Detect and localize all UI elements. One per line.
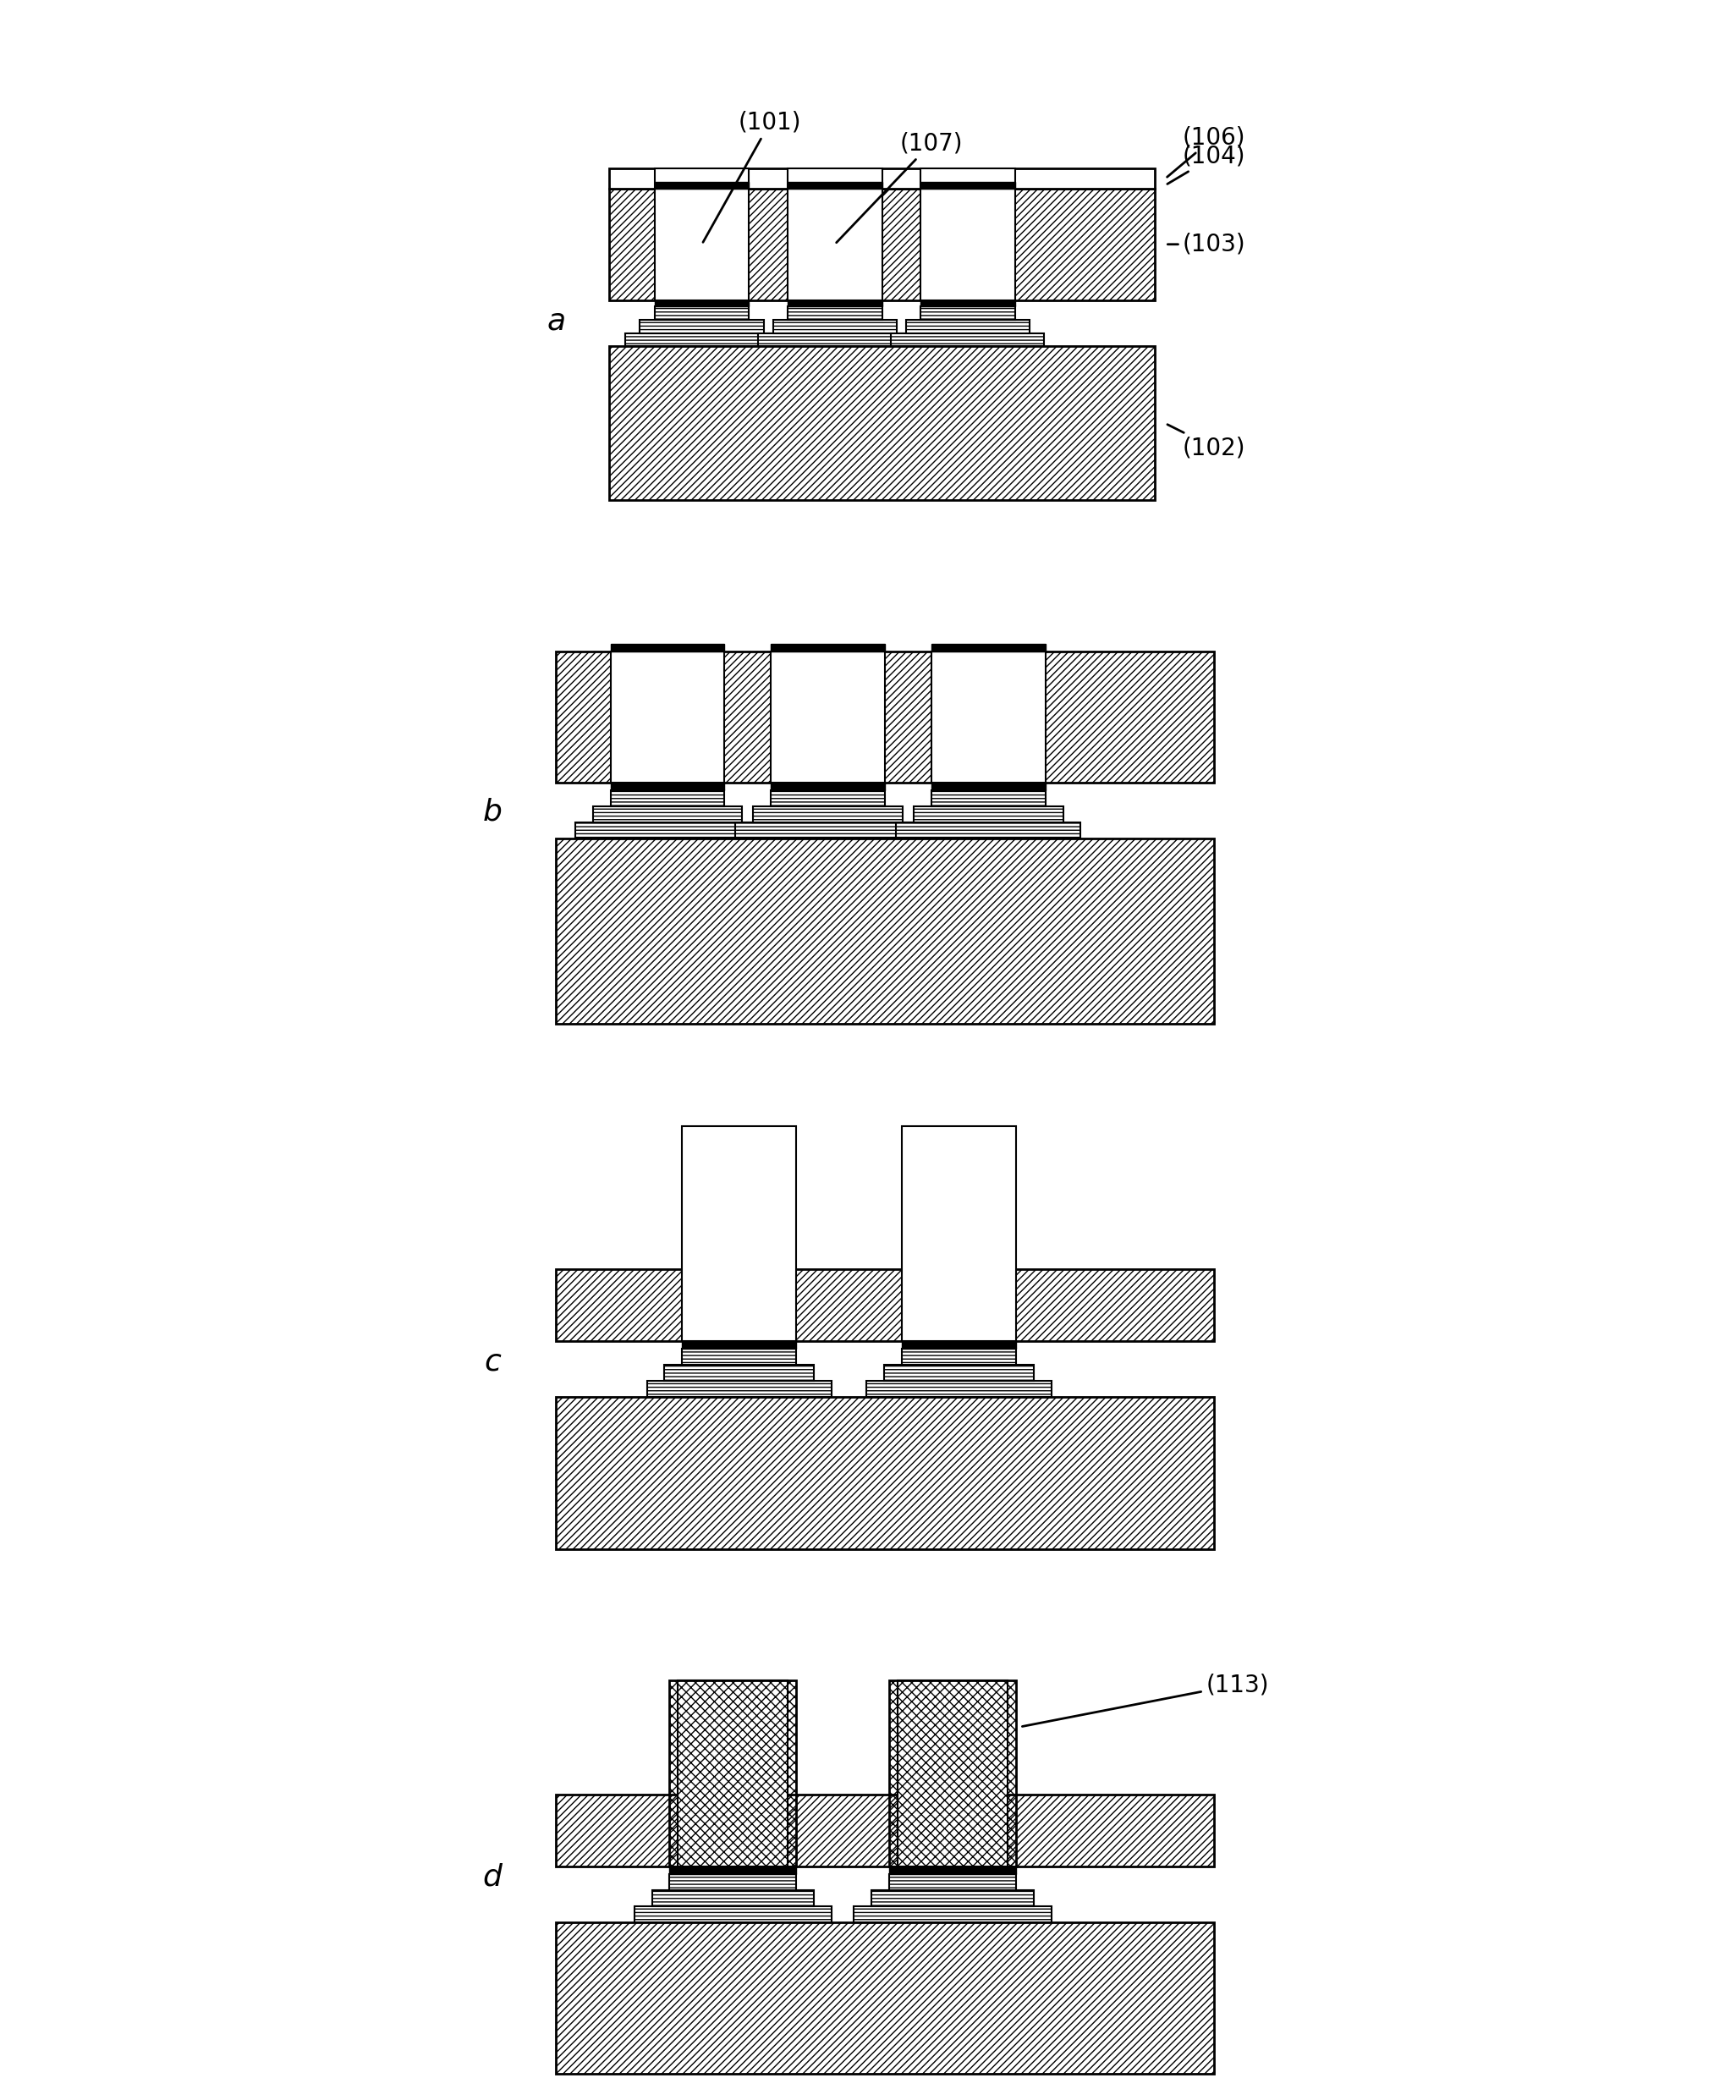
Bar bbox=[609, 189, 1154, 300]
Bar bbox=[871, 1890, 1033, 1907]
Bar bbox=[556, 1397, 1213, 1550]
Bar bbox=[906, 319, 1029, 334]
Bar bbox=[771, 645, 885, 651]
Bar bbox=[866, 1382, 1052, 1397]
Bar bbox=[889, 1867, 1016, 1873]
Bar bbox=[759, 334, 911, 347]
Bar bbox=[930, 783, 1045, 790]
Bar bbox=[609, 168, 1154, 189]
Bar bbox=[670, 1873, 797, 1890]
Bar bbox=[679, 1680, 788, 1867]
Bar bbox=[753, 806, 903, 821]
Bar bbox=[648, 1382, 832, 1397]
Bar bbox=[625, 334, 778, 347]
Text: d: d bbox=[483, 1863, 502, 1892]
Bar bbox=[592, 806, 743, 821]
Bar bbox=[556, 1268, 1213, 1342]
Bar bbox=[771, 783, 885, 790]
Bar bbox=[901, 1126, 1016, 1342]
Bar bbox=[901, 1348, 1016, 1365]
Bar bbox=[901, 1342, 1016, 1348]
Bar bbox=[682, 1342, 797, 1348]
Bar bbox=[641, 319, 764, 334]
Bar bbox=[556, 838, 1213, 1025]
Bar bbox=[771, 651, 885, 783]
Bar bbox=[920, 307, 1016, 319]
Bar bbox=[670, 1680, 797, 1867]
Bar bbox=[611, 651, 724, 783]
Text: (103): (103) bbox=[1168, 233, 1246, 256]
Text: (104): (104) bbox=[1167, 145, 1246, 185]
Bar bbox=[773, 319, 898, 334]
Bar bbox=[654, 300, 748, 307]
Bar bbox=[556, 1922, 1213, 2075]
Bar bbox=[609, 347, 1154, 500]
Bar bbox=[930, 790, 1045, 806]
Bar bbox=[611, 783, 724, 790]
Bar bbox=[788, 300, 882, 307]
Bar bbox=[854, 1907, 1052, 1922]
Bar bbox=[670, 1867, 797, 1873]
Bar bbox=[920, 183, 1016, 189]
Text: (106): (106) bbox=[1167, 126, 1246, 176]
Bar bbox=[896, 821, 1082, 838]
Text: a: a bbox=[547, 307, 566, 336]
Text: (102): (102) bbox=[1167, 424, 1246, 460]
Bar bbox=[884, 1365, 1033, 1382]
Bar bbox=[920, 300, 1016, 307]
Bar bbox=[889, 1680, 1016, 1867]
Bar bbox=[898, 1680, 1007, 1867]
Bar bbox=[930, 645, 1045, 651]
Bar bbox=[651, 1890, 814, 1907]
Text: c: c bbox=[484, 1346, 500, 1376]
Bar bbox=[654, 183, 748, 189]
Bar bbox=[556, 1793, 1213, 1867]
Bar bbox=[654, 307, 748, 319]
Bar bbox=[654, 168, 748, 189]
Bar bbox=[920, 168, 1016, 189]
Bar bbox=[611, 645, 724, 651]
Bar bbox=[913, 806, 1062, 821]
Bar bbox=[682, 1348, 797, 1365]
Bar bbox=[930, 651, 1045, 783]
Text: (101): (101) bbox=[703, 111, 802, 242]
Text: (113): (113) bbox=[1023, 1674, 1269, 1726]
Bar bbox=[788, 189, 882, 300]
Bar bbox=[654, 189, 748, 300]
Bar bbox=[736, 821, 920, 838]
Bar bbox=[889, 1873, 1016, 1890]
Bar bbox=[556, 651, 1213, 783]
Bar bbox=[920, 189, 1016, 300]
Bar bbox=[665, 1365, 814, 1382]
Bar bbox=[575, 821, 760, 838]
Bar bbox=[788, 307, 882, 319]
Bar bbox=[634, 1907, 832, 1922]
Bar bbox=[788, 168, 882, 189]
Bar bbox=[788, 183, 882, 189]
Bar bbox=[611, 790, 724, 806]
Bar bbox=[682, 1126, 797, 1342]
Bar bbox=[771, 790, 885, 806]
Bar bbox=[891, 334, 1045, 347]
Text: (107): (107) bbox=[837, 132, 962, 244]
Text: b: b bbox=[483, 798, 502, 827]
